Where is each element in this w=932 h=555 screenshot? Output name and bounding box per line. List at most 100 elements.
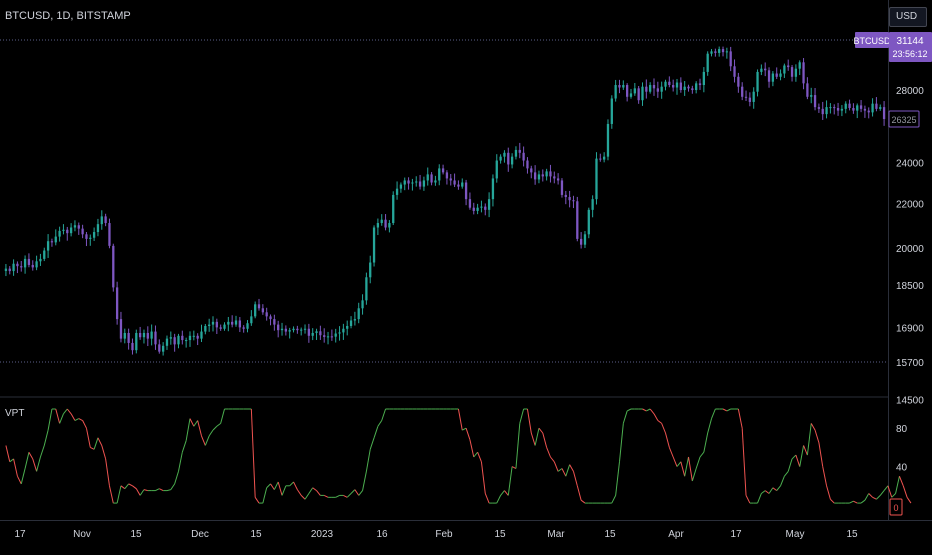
- candle-body: [69, 227, 73, 234]
- vpt-segment: [358, 490, 363, 496]
- candle-body: [844, 103, 847, 109]
- candle-body: [695, 83, 698, 91]
- candle-body: [583, 234, 587, 245]
- vpt-segment: [676, 461, 682, 467]
- vpt-segment: [270, 483, 275, 490]
- candle-body: [62, 229, 65, 231]
- candle-body: [879, 107, 882, 109]
- candle-body: [46, 241, 50, 251]
- candle-body: [250, 316, 253, 324]
- indicator-axis[interactable]: 80 40: [896, 424, 908, 473]
- candle-body: [568, 197, 571, 201]
- vpt-segment: [177, 452, 183, 472]
- vpt-segment: [496, 495, 502, 504]
- vpt-segment: [761, 490, 766, 494]
- candle-body: [533, 172, 537, 180]
- candle-body: [871, 103, 874, 113]
- candle-body: [365, 277, 368, 301]
- vpt-segment: [891, 493, 896, 498]
- candle-body: [265, 312, 268, 317]
- vpt-segment: [128, 483, 133, 487]
- vpt-layer: [5, 408, 912, 504]
- currency-button[interactable]: USD: [889, 7, 927, 27]
- candle-body: [798, 62, 801, 69]
- candle-body: [833, 107, 836, 109]
- candle-body: [744, 96, 748, 98]
- price-tick-label: 15700: [896, 358, 924, 369]
- candle-body: [852, 107, 855, 111]
- vpt-segment: [879, 490, 885, 496]
- candle-body: [564, 194, 567, 198]
- candle-body: [441, 168, 445, 173]
- candle-body: [100, 216, 103, 225]
- candle-body: [66, 229, 69, 234]
- vpt-segment: [108, 485, 114, 504]
- time-tick-label: 15: [604, 529, 616, 540]
- vpt-segment: [135, 488, 141, 496]
- vpt-segment: [250, 408, 256, 498]
- candle-body: [196, 335, 199, 339]
- candle-body: [698, 83, 702, 86]
- candle-body: [434, 180, 437, 183]
- vpt-segment: [791, 454, 797, 460]
- candle-body: [522, 152, 525, 161]
- indicator-title[interactable]: VPT: [5, 408, 25, 419]
- candle-body: [821, 108, 824, 115]
- candle-body: [733, 66, 736, 77]
- vpt-segment: [553, 461, 559, 472]
- candle-body: [92, 232, 96, 238]
- vpt-segment: [580, 499, 586, 504]
- vpt-segment: [550, 456, 555, 463]
- candle-body: [119, 319, 123, 339]
- candle-body: [510, 156, 514, 165]
- vpt-segment: [63, 408, 68, 415]
- vpt-segment: [657, 420, 662, 424]
- vpt-segment: [768, 487, 774, 494]
- vpt-segment: [711, 408, 716, 419]
- candle-body: [392, 194, 395, 224]
- vpt-segment: [810, 423, 816, 431]
- candle-body: [188, 335, 192, 341]
- vpt-segment: [883, 485, 889, 491]
- candle-body: [288, 330, 291, 332]
- candle-body: [58, 230, 61, 237]
- candle-body: [599, 158, 602, 160]
- time-tick-label: Apr: [668, 529, 684, 540]
- time-axis[interactable]: 17 Nov 15 Dec 15 2023 16 Feb 15 Mar 15 Apr 17 May 15: [14, 529, 858, 540]
- symbol-title[interactable]: BTCUSD, 1D, BITSTAMP: [5, 10, 131, 22]
- candle-body: [31, 264, 34, 268]
- vpt-segment: [849, 500, 854, 504]
- vpt-segment: [381, 408, 387, 421]
- candle-body: [737, 76, 740, 87]
- price-tick-label: 18500: [896, 281, 924, 292]
- vpt-segment: [546, 447, 551, 458]
- vpt-segment: [565, 464, 571, 477]
- candle-body: [687, 86, 690, 89]
- candle-body: [438, 168, 441, 181]
- price-axis[interactable]: 28000 24000 22000 20000 18500 16900 15700 14500: [896, 86, 924, 406]
- candle-body: [211, 321, 215, 325]
- vpt-segment: [465, 428, 471, 440]
- candle-body: [346, 325, 349, 329]
- vpt-segment: [864, 493, 870, 501]
- candle-body: [73, 225, 77, 228]
- vpt-segment: [649, 408, 655, 415]
- candle-body: [794, 68, 798, 77]
- candle-body: [790, 67, 794, 77]
- vpt-segment: [24, 452, 30, 469]
- candle-body: [342, 328, 345, 333]
- vpt-segment: [830, 498, 835, 504]
- candle-body: [261, 308, 264, 313]
- vpt-segment: [316, 490, 321, 496]
- vpt-segment: [312, 487, 317, 491]
- candle-body: [779, 73, 782, 77]
- candle-body: [135, 332, 138, 351]
- candle-body: [829, 107, 832, 109]
- candle-body: [679, 82, 682, 91]
- candle-body: [280, 328, 284, 331]
- candle-body: [311, 332, 314, 336]
- candle-body: [453, 180, 456, 185]
- candle-body: [357, 308, 360, 320]
